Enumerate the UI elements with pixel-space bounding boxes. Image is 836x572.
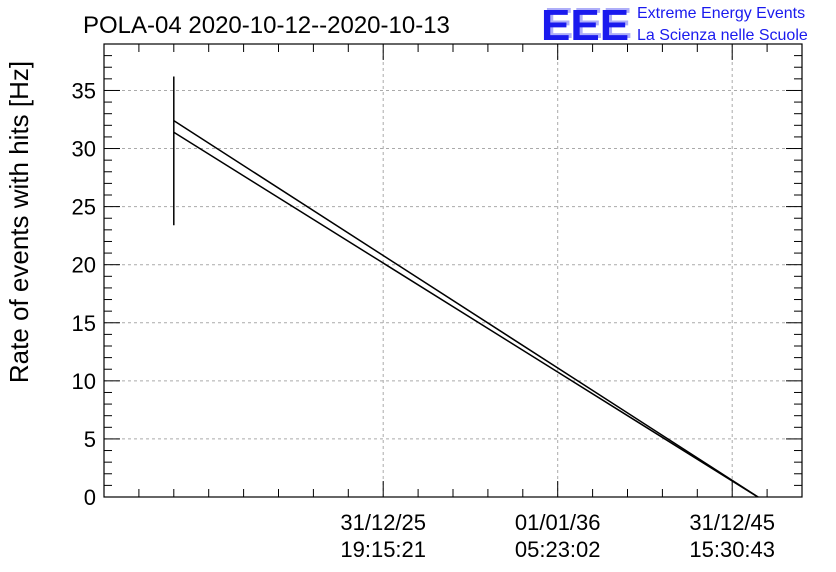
y-tick-label: 35 (72, 78, 96, 103)
x-tick-date: 01/01/36 (515, 510, 601, 535)
grid (104, 44, 802, 497)
logo-mark: EEE (544, 0, 632, 48)
y-tick-label: 10 (72, 369, 96, 394)
y-tick-label: 5 (84, 427, 96, 452)
logo: EEE EEE Extreme Energy Events La Scienza… (541, 0, 808, 50)
y-tick-label: 15 (72, 311, 96, 336)
y-tick-label: 25 (72, 195, 96, 220)
y-tick-label: 30 (72, 137, 96, 162)
y-tick-label: 20 (72, 253, 96, 278)
chart-title: POLA-04 2020-10-12--2020-10-13 (83, 12, 450, 39)
logo-mark-front: EEE (541, 1, 629, 50)
logo-line-1: Extreme Energy Events (637, 5, 805, 22)
x-tick-time: 05:23:02 (515, 537, 601, 562)
x-tick-time: 15:30:43 (689, 537, 775, 562)
series-line-2 (173, 131, 760, 497)
y-tick-label: 0 (84, 485, 96, 510)
x-tick-time: 19:15:21 (340, 537, 426, 562)
plot-frame (103, 43, 803, 498)
series-line-1 (173, 120, 760, 497)
series-layer (173, 76, 760, 497)
x-tick-date: 31/12/25 (340, 510, 426, 535)
y-axis-label: Rate of events with hits [Hz] (4, 61, 34, 383)
logo-line-2: La Scienza nelle Scuole (637, 27, 808, 44)
x-tick-date: 31/12/45 (689, 510, 775, 535)
